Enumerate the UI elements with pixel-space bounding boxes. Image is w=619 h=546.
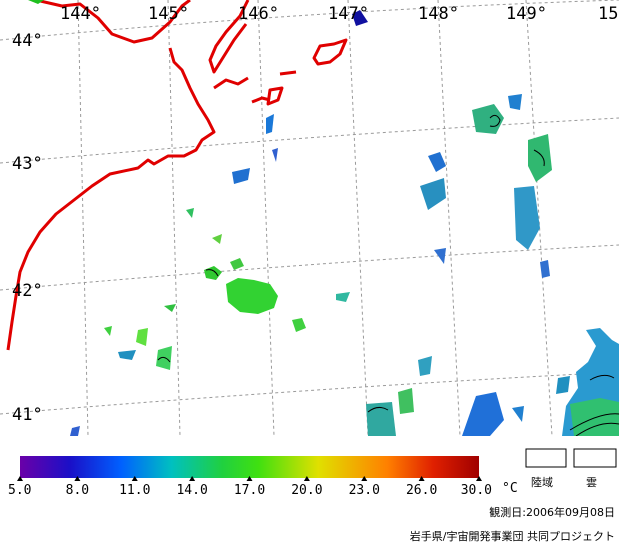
- colorbar-tick-mark: [476, 476, 482, 481]
- sst-patch: [540, 260, 550, 278]
- temperature-colorbar: [20, 456, 479, 478]
- lat-label-42: 42°: [12, 281, 43, 301]
- colorbar-tick-label: 5.0: [8, 483, 31, 498]
- lon-label-149: 149°: [506, 4, 547, 24]
- sea-surface-temperature-map: 144° 145° 146° 147° 148° 149° 15 44° 43°…: [0, 0, 619, 436]
- parallel-43: [0, 117, 619, 164]
- colorbar-tick-mark: [74, 476, 81, 481]
- colorbar-tick-mark: [246, 476, 253, 481]
- colorbar-tick-mark: [303, 476, 310, 481]
- latitude-labels: 44° 43° 42° 41°: [12, 31, 43, 425]
- colorbar-tick-label: 30.0: [461, 483, 492, 498]
- sst-patch: [266, 114, 274, 134]
- sst-patch: [164, 304, 176, 312]
- meridian-146: [257, 0, 275, 436]
- sst-patch: [230, 258, 244, 270]
- lon-label-147: 147°: [328, 4, 369, 24]
- sst-patch: [292, 318, 306, 332]
- cloud-swatch: [573, 448, 617, 468]
- sst-patch: [434, 248, 446, 264]
- hokkaido-coast: [6, 0, 216, 351]
- isotherm-contours: [157, 114, 619, 436]
- lon-label-144: 144°: [60, 4, 101, 24]
- colorbar-tick-label: 20.0: [291, 483, 322, 498]
- land-swatch: [525, 448, 567, 468]
- colorbar-tick-mark: [131, 476, 138, 481]
- colorbar-tick-label: 23.0: [349, 483, 380, 498]
- lon-label-145: 145°: [148, 4, 189, 24]
- sst-patch: [508, 94, 522, 110]
- sst-patch-central: [226, 278, 278, 314]
- sst-patch: [212, 234, 222, 244]
- sst-patch: [136, 328, 148, 346]
- lat-label-41: 41°: [12, 405, 43, 425]
- sst-patch: [512, 406, 524, 422]
- sst-patch: [514, 186, 540, 250]
- sst-patch: [462, 392, 504, 436]
- sst-patch: [420, 178, 446, 210]
- colorbar-tick-mark: [418, 476, 425, 481]
- land-dark-patch: [352, 10, 368, 26]
- land-green-patch: [28, 0, 44, 4]
- parallel-41: [0, 371, 619, 415]
- observation-date: 観測日:2006年09月08日: [489, 505, 615, 519]
- sst-patches: [70, 94, 619, 436]
- graticule: [0, 0, 619, 436]
- sst-patch: [70, 426, 80, 436]
- sst-patch: [336, 292, 350, 302]
- parallel-42: [0, 244, 619, 291]
- meridian-148: [437, 0, 461, 436]
- colorbar-unit: °C: [502, 481, 518, 496]
- etorofu-island: [312, 38, 348, 66]
- meridian-144: [77, 0, 89, 436]
- sst-patch: [272, 148, 278, 162]
- colorbar-tick-label: 14.0: [176, 483, 207, 498]
- sst-patch: [528, 134, 552, 182]
- credit-text: 岩手県/宇宙開発事業団 共同プロジェクト: [410, 529, 615, 543]
- meridian-147: [347, 0, 369, 436]
- colorbar-tick-mark: [17, 476, 23, 481]
- colorbar-tick-label: 11.0: [119, 483, 150, 498]
- sst-patch: [118, 350, 136, 360]
- colorbar-tick-mark: [189, 476, 196, 481]
- longitude-labels: 144° 145° 146° 147° 148° 149° 15: [60, 4, 618, 24]
- meridian-149: [525, 0, 553, 436]
- sst-patch: [428, 152, 446, 172]
- sst-patch: [204, 266, 222, 280]
- cloud-label: 雲: [586, 476, 597, 489]
- sst-patch: [232, 168, 250, 184]
- shiretoko-peninsula: [208, 0, 250, 74]
- kunashiri-island: [213, 76, 249, 90]
- colorbar-tick-label: 17.0: [234, 483, 265, 498]
- sst-patch: [398, 388, 414, 414]
- lon-label-150: 15: [598, 4, 618, 24]
- colorbar-tick-mark: [361, 476, 368, 481]
- islet-small: [266, 86, 284, 106]
- sst-patch: [556, 376, 570, 394]
- sst-patch-southeast-warm: [570, 398, 619, 436]
- sst-patch: [186, 208, 194, 218]
- sst-patch: [418, 356, 432, 376]
- sst-patch: [104, 326, 112, 336]
- sst-patch: [472, 104, 504, 134]
- coastline: [6, 0, 348, 351]
- land-label: 陸域: [531, 476, 553, 489]
- colorbar-ticks: 5.0 8.0 11.0 14.0 17.0 20.0 23.0 26.0 30.0: [8, 476, 492, 498]
- colorbar-tick-label: 26.0: [406, 483, 437, 498]
- island-east: [279, 70, 297, 76]
- lat-label-44: 44°: [12, 31, 43, 51]
- lat-label-43: 43°: [12, 154, 43, 174]
- lon-label-146: 146°: [238, 4, 279, 24]
- lon-label-148: 148°: [418, 4, 459, 24]
- colorbar-tick-label: 8.0: [66, 483, 89, 498]
- legend: 5.0 8.0 11.0 14.0 17.0 20.0 23.0 26.0 30.0 °C 陸域…: [8, 448, 617, 543]
- sst-patch: [366, 402, 396, 436]
- meridian-145: [167, 0, 181, 436]
